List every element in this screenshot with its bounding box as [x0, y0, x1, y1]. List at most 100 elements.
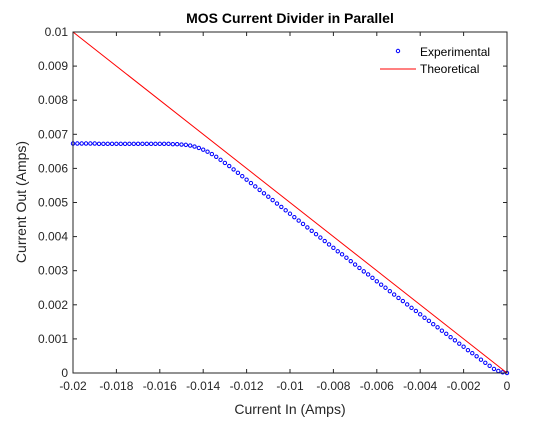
- experimental-point: [109, 141, 115, 147]
- y-axis: 0 0.001 0.002 0.003 0.004 0.005 0.006 0.007 0.00…: [38, 25, 507, 380]
- series-theoretical-line: [72, 31, 508, 374]
- experimental-point: [465, 347, 471, 353]
- experimental-point: [196, 145, 202, 151]
- experimental-point: [339, 252, 345, 257]
- experimental-point: [266, 194, 271, 199]
- experimental-point: [222, 160, 228, 166]
- experimental-point: [135, 141, 141, 147]
- experimental-point: [439, 328, 445, 333]
- x-tick-label: -0.002: [447, 379, 481, 393]
- experimental-point: [114, 141, 119, 147]
- experimental-point: [309, 228, 314, 234]
- y-tick-label: 0.003: [38, 264, 68, 278]
- experimental-point: [365, 272, 371, 277]
- experimental-point: [378, 282, 384, 287]
- experimental-point: [448, 334, 453, 340]
- experimental-point: [218, 157, 223, 163]
- experimental-point: [313, 232, 319, 237]
- experimental-point: [374, 279, 379, 284]
- experimental-point: [391, 292, 397, 297]
- experimental-point: [357, 265, 362, 271]
- experimental-point: [470, 351, 475, 356]
- experimental-point: [326, 242, 332, 247]
- experimental-point: [92, 141, 97, 146]
- y-tick-label: 0.002: [38, 298, 68, 312]
- y-tick-label: 0.004: [38, 230, 68, 244]
- experimental-point: [361, 269, 366, 274]
- y-tick-label: 0.005: [38, 196, 68, 210]
- legend-experimental-marker: [395, 48, 401, 54]
- experimental-point: [318, 235, 323, 240]
- x-tick-label: 0: [504, 379, 511, 393]
- experimental-point: [279, 204, 284, 210]
- legend-theoretical-label: Theoretical: [420, 62, 479, 76]
- experimental-point: [283, 208, 288, 213]
- experimental-point: [118, 141, 123, 147]
- y-tick-label: 0.007: [38, 127, 68, 141]
- experimental-point: [157, 141, 163, 147]
- experimental-point: [335, 249, 340, 254]
- experimental-point: [352, 262, 358, 267]
- x-tick-label: -0.01: [276, 379, 304, 393]
- chart-title: MOS Current Divider in Parallel: [186, 10, 394, 26]
- x-tick-label: -0.018: [99, 379, 133, 393]
- y-tick-label: 0.009: [38, 59, 68, 73]
- experimental-point: [500, 370, 505, 375]
- experimental-point: [148, 141, 154, 147]
- experimental-point: [153, 141, 158, 147]
- experimental-point: [404, 302, 410, 307]
- y-tick-label: 0: [61, 366, 68, 380]
- experimental-point: [478, 357, 484, 362]
- experimental-point: [418, 312, 423, 317]
- experimental-point: [461, 344, 466, 349]
- experimental-point: [261, 191, 267, 196]
- experimental-point: [209, 151, 215, 157]
- experimental-point: [183, 142, 189, 148]
- experimental-point: [383, 285, 388, 290]
- experimental-point: [231, 167, 236, 172]
- experimental-point: [192, 144, 197, 149]
- experimental-point: [187, 143, 193, 148]
- experimental-point: [105, 141, 110, 147]
- experimental-point: [161, 141, 167, 147]
- y-tick-label: 0.008: [38, 93, 68, 107]
- y-axis-label: Current Out (Amps): [13, 141, 29, 263]
- experimental-point: [370, 275, 375, 281]
- experimental-point: [83, 141, 89, 146]
- x-tick-label: -0.02: [59, 379, 87, 393]
- series-layer: [70, 31, 510, 376]
- x-axis-label: Current In (Amps): [234, 401, 345, 417]
- y-tick-label: 0.01: [45, 25, 69, 39]
- experimental-point: [396, 295, 401, 301]
- experimental-point: [101, 141, 106, 147]
- experimental-point: [457, 341, 462, 346]
- experimental-point: [487, 363, 492, 369]
- experimental-point: [292, 214, 297, 220]
- experimental-point: [331, 245, 336, 251]
- x-axis: -0.02 -0.018 -0.016 -0.014 -0.012 -0.01 -0.008…: [59, 32, 511, 393]
- experimental-point: [131, 141, 136, 147]
- experimental-point: [348, 258, 353, 264]
- experimental-point: [452, 338, 458, 343]
- legend-experimental-label: Experimental: [420, 45, 490, 59]
- x-tick-label: -0.006: [360, 379, 394, 393]
- experimental-point: [214, 154, 219, 160]
- experimental-point: [257, 187, 262, 193]
- legend: Experimental Theoretical: [380, 45, 490, 76]
- experimental-point: [170, 141, 176, 147]
- experimental-point: [270, 197, 275, 203]
- experimental-point: [205, 149, 210, 154]
- experimental-point: [248, 180, 254, 186]
- experimental-point: [174, 141, 180, 147]
- experimental-point: [127, 141, 132, 147]
- experimental-point: [491, 366, 497, 372]
- experimental-point: [88, 141, 93, 146]
- experimental-point: [287, 211, 293, 216]
- experimental-point: [296, 218, 301, 223]
- experimental-point: [96, 141, 102, 147]
- experimental-point: [444, 331, 449, 336]
- experimental-point: [344, 255, 349, 260]
- experimental-point: [240, 174, 245, 179]
